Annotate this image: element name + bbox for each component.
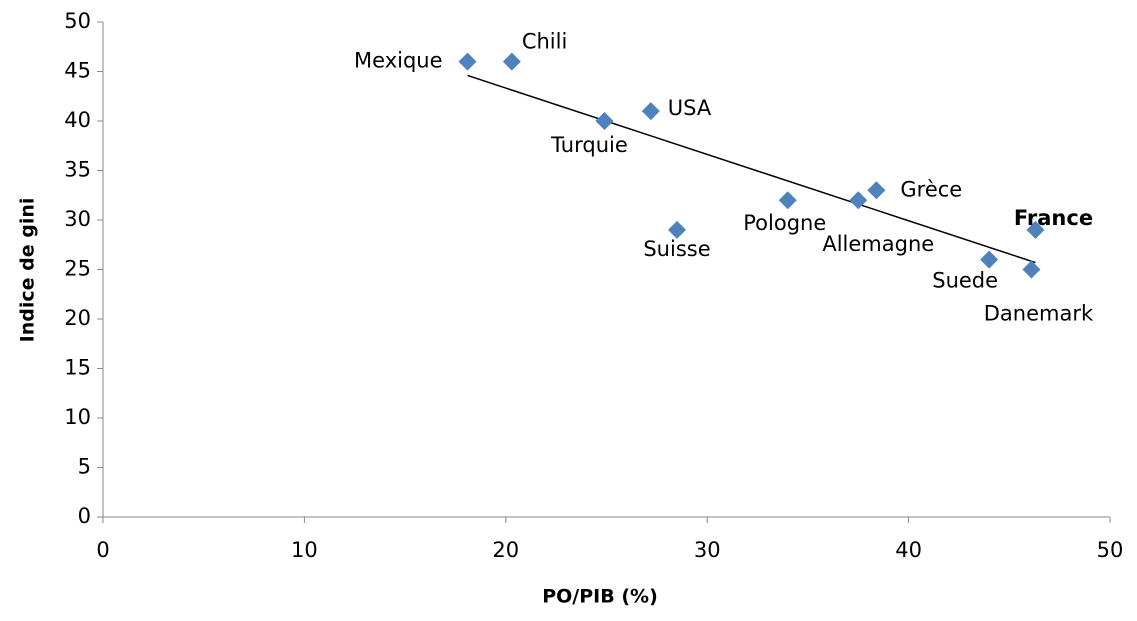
point-label: Danemark bbox=[984, 302, 1094, 326]
point bbox=[980, 250, 999, 269]
x-tick-label: 40 bbox=[895, 538, 922, 562]
x-tick-label: 0 bbox=[96, 538, 109, 562]
point-label: Suisse bbox=[643, 237, 710, 261]
point bbox=[1026, 220, 1045, 239]
x-tick-label: 10 bbox=[291, 538, 318, 562]
x-tick-label: 30 bbox=[694, 538, 721, 562]
y-tick-label: 35 bbox=[64, 158, 91, 182]
y-tick-label: 25 bbox=[64, 257, 91, 281]
y-axis-title: Indice de gini bbox=[17, 198, 39, 343]
point bbox=[778, 191, 797, 210]
point bbox=[502, 52, 521, 71]
point-label: Grèce bbox=[900, 177, 962, 201]
y-tick-label: 15 bbox=[64, 356, 91, 380]
point bbox=[867, 181, 886, 200]
trendline bbox=[467, 74, 1036, 264]
point-label: Allemagne bbox=[822, 232, 934, 256]
point-label: France bbox=[1014, 206, 1093, 230]
point-label: Mexique bbox=[354, 49, 443, 73]
y-tick-label: 30 bbox=[64, 207, 91, 231]
y-tick-label: 10 bbox=[64, 405, 91, 429]
point-label: Suede bbox=[932, 269, 998, 293]
point bbox=[458, 52, 477, 71]
x-axis-title: PO/PIB (%) bbox=[542, 586, 658, 608]
point bbox=[641, 102, 660, 121]
y-tick-label: 50 bbox=[64, 9, 91, 33]
point bbox=[1022, 260, 1041, 279]
point-label: Chili bbox=[522, 30, 567, 54]
y-tick-label: 45 bbox=[64, 59, 91, 83]
y-tick-label: 0 bbox=[78, 504, 91, 528]
x-tick-label: 20 bbox=[492, 538, 519, 562]
point-label: Turquie bbox=[550, 133, 628, 157]
point-label: Pologne bbox=[743, 211, 826, 235]
point-label: USA bbox=[668, 96, 712, 120]
y-tick-label: 20 bbox=[64, 306, 91, 330]
x-tick-label: 50 bbox=[1097, 538, 1124, 562]
y-tick-label: 40 bbox=[64, 108, 91, 132]
point bbox=[595, 112, 614, 130]
point bbox=[667, 220, 686, 239]
y-tick-label: 5 bbox=[78, 455, 91, 479]
point bbox=[849, 191, 868, 210]
